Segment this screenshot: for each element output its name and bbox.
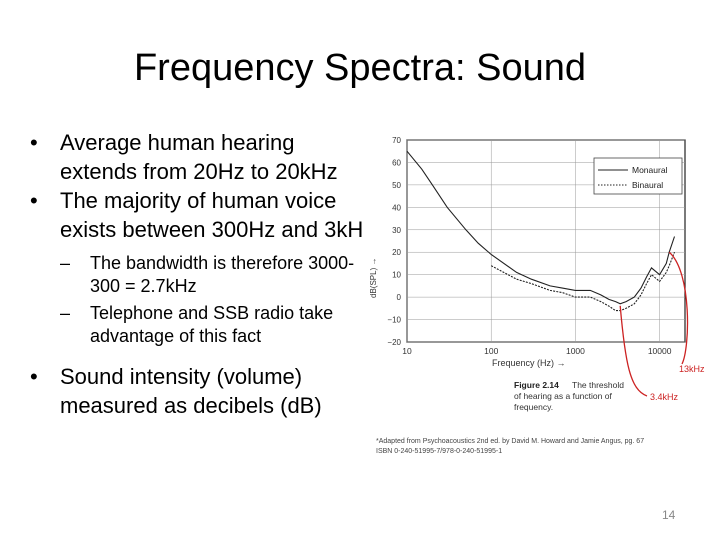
bullet-item: • Average human hearing extends from 20Hz… <box>30 130 338 184</box>
y-tick-label: 0 <box>397 293 402 302</box>
sub-bullet-item: – The bandwidth is therefore 3000-300 = 2… <box>60 253 355 296</box>
annotation-34khz-arrow <box>619 305 648 397</box>
page-number: 14 <box>662 508 676 522</box>
y-tick-label: 40 <box>392 203 401 212</box>
y-tick-label: −20 <box>387 338 401 347</box>
x-tick-label: 1000 <box>566 346 585 356</box>
bullet-item: • The majority of human voice exists betw… <box>30 188 375 242</box>
series-line-monaural <box>406 150 676 305</box>
x-tick-label: 10000 <box>648 346 672 356</box>
hearing-threshold-figure: 70 60 50 40 30 20 10 0 −10 −20 10 100 1000 10000 Mon… <box>362 128 717 468</box>
annotation-13khz: 13kHz <box>679 364 705 374</box>
legend-binaural: Binaural <box>632 180 663 190</box>
x-tick-label: 100 <box>484 346 498 356</box>
bullet-list: • Average human hearing extends from 20Hz… <box>30 128 375 420</box>
y-tick-label: 10 <box>392 271 401 280</box>
y-tick-label: 70 <box>392 136 401 145</box>
figure-caption-label: Figure 2.14 <box>514 380 559 390</box>
bullet-dot-icon: • <box>30 364 38 389</box>
x-tick-label: 10 <box>402 346 412 356</box>
source-citation-line1: *Adapted from Psychoacoustics 2nd ed. by… <box>376 438 644 445</box>
bullet-dot-icon: • <box>30 130 38 155</box>
slide-title: Frequency Spectra: Sound <box>133 47 587 89</box>
dash-icon: – <box>60 253 71 273</box>
y-axis-label: dB(SPL) → <box>369 258 378 298</box>
y-tick-label: 50 <box>392 181 401 190</box>
dash-icon: – <box>60 303 71 323</box>
sub-bullet-item: – Telephone and SSB radio take advantage … <box>60 303 334 346</box>
annotation-13khz-arrow <box>668 251 689 365</box>
legend-monaural: Monaural <box>632 165 668 175</box>
x-axis-label: Frequency (Hz) → <box>492 358 566 368</box>
source-citation-line2: ISBN 0-240-51995-7/978-0-240-51995-1 <box>376 448 502 455</box>
figure-caption-line1: The threshold <box>572 380 624 390</box>
y-tick-label: 30 <box>392 226 401 235</box>
figure-caption-line3: frequency. <box>514 402 553 412</box>
annotation-34khz: 3.4kHz <box>650 392 679 402</box>
series-line-binaural <box>490 251 676 312</box>
y-tick-label: 60 <box>392 158 401 167</box>
legend: Monaural Binaural <box>593 157 683 195</box>
bullet-dot-icon: • <box>30 188 38 213</box>
figure-caption-line2: of hearing as a function of <box>514 391 612 401</box>
y-tick-label: −10 <box>387 316 401 325</box>
bullet-item: • Sound intensity (volume) measured as de… <box>30 364 322 418</box>
y-tick-label: 20 <box>392 248 401 257</box>
